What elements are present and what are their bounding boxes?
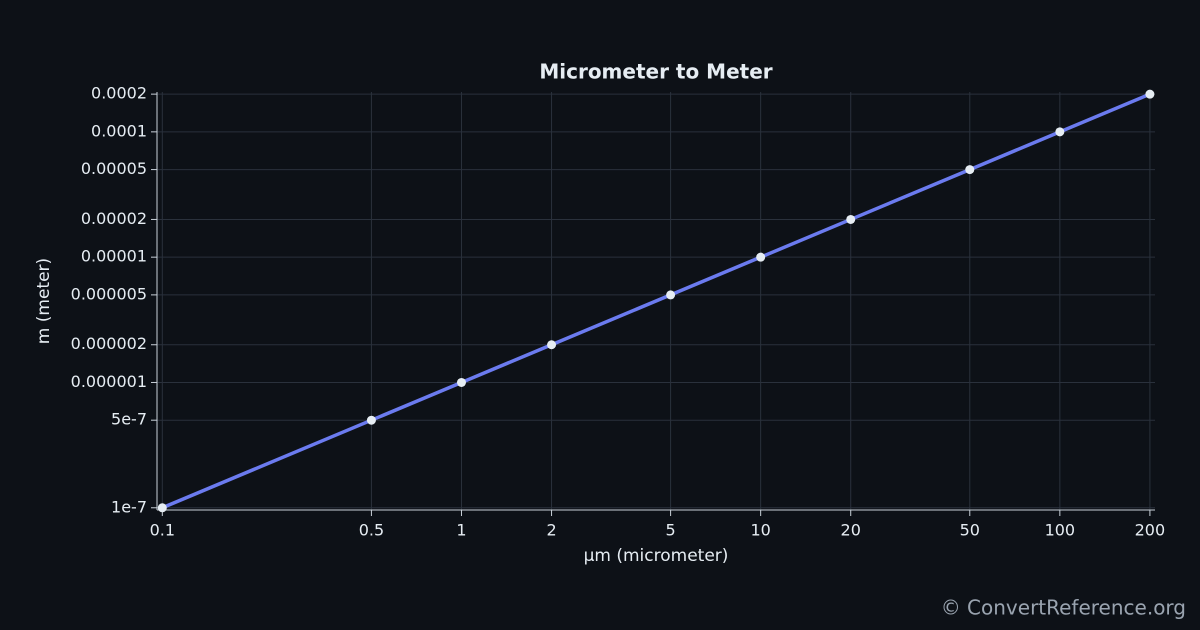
data-point — [1145, 89, 1155, 99]
data-point — [666, 290, 676, 300]
x-tick-label: 50 — [960, 521, 980, 540]
x-tick-label: 5 — [666, 521, 676, 540]
y-tick-label: 0.0001 — [91, 121, 147, 140]
y-tick-label: 0.000005 — [71, 284, 147, 303]
y-tick-label: 5e-7 — [111, 410, 147, 429]
watermark: © ConvertReference.org — [941, 596, 1186, 620]
x-tick-label: 0.5 — [359, 521, 384, 540]
data-point — [456, 377, 466, 387]
data-point — [846, 214, 856, 224]
y-axis-label: m (meter) — [34, 258, 54, 344]
data-point — [965, 165, 975, 175]
x-tick-label: 20 — [841, 521, 861, 540]
data-point — [547, 340, 557, 350]
chart-title: Micrometer to Meter — [539, 60, 772, 84]
y-tick-label: 1e-7 — [111, 497, 147, 516]
data-point — [756, 252, 766, 262]
data-point — [366, 415, 376, 425]
series-line — [161, 92, 1151, 510]
x-tick-label: 2 — [546, 521, 556, 540]
x-axis-label: µm (micrometer) — [584, 546, 729, 566]
data-point — [157, 503, 167, 513]
x-tick-label: 200 — [1135, 521, 1166, 540]
data-point — [1055, 127, 1065, 137]
y-tick-label: 0.00002 — [81, 209, 147, 228]
y-tick-label: 0.00001 — [81, 247, 147, 266]
x-tick-label: 100 — [1045, 521, 1076, 540]
y-tick-label: 0.000001 — [71, 372, 147, 391]
y-tick-label: 0.00005 — [81, 159, 147, 178]
x-tick-label: 0.1 — [150, 521, 175, 540]
y-tick-label: 0.0002 — [91, 84, 147, 103]
y-tick-label: 0.000002 — [71, 334, 147, 353]
x-tick-label: 10 — [750, 521, 770, 540]
x-tick-label: 1 — [456, 521, 466, 540]
